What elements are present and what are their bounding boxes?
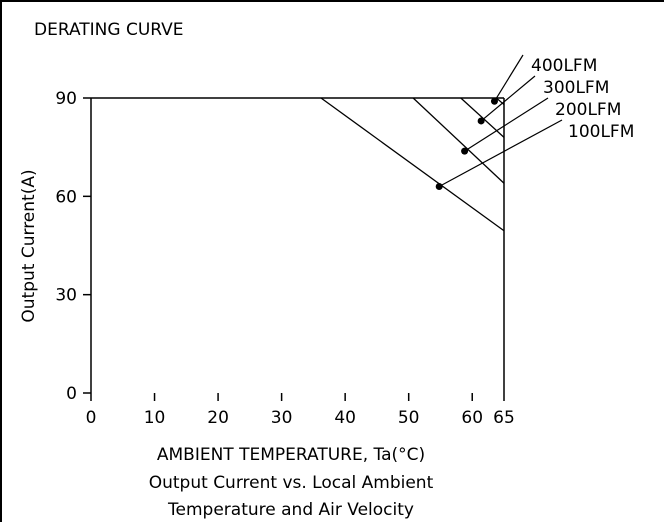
series-line-100lfm <box>320 97 505 232</box>
series-marker-300lfm <box>477 117 485 125</box>
series-marker-200lfm <box>461 147 469 155</box>
series-label-100lfm: 100LFM <box>568 122 634 142</box>
y-tick-label: 90 <box>55 89 77 109</box>
y-tick-label: 0 <box>66 384 77 404</box>
x-tick-label: 0 <box>86 408 97 428</box>
leader-line-300lfm <box>480 75 536 122</box>
series-label-400lfm: 400LFM <box>531 56 597 76</box>
series-label-300lfm: 300LFM <box>543 78 609 98</box>
x-tick-label: 50 <box>398 408 420 428</box>
y-axis-label: Output Current(A) <box>19 169 39 322</box>
leader-line-100lfm <box>438 119 563 188</box>
caption-line-2: Temperature and Air Velocity <box>167 500 414 520</box>
x-tick-label: 20 <box>207 408 229 428</box>
y-tick-label: 60 <box>55 187 77 207</box>
series-marker-100lfm <box>435 183 443 190</box>
series-line-200lfm <box>412 97 505 184</box>
x-tick-label: 30 <box>271 408 293 428</box>
x-axis-label: AMBIENT TEMPERATURE, Ta(°C) <box>157 445 425 465</box>
y-tick-label: 30 <box>55 286 77 306</box>
x-tick-label: 65 <box>493 408 515 428</box>
series-marker-400lfm <box>490 97 498 105</box>
plot-area: 0 30 60 90 0 10 20 30 40 50 60 65 100LFM200LFM300LFM… <box>55 54 634 428</box>
series-label-200lfm: 200LFM <box>555 100 621 120</box>
chart-title: DERATING CURVE <box>34 20 184 40</box>
leader-line-400lfm <box>493 54 524 102</box>
x-tick-label: 60 <box>461 408 483 428</box>
x-tick-label: 40 <box>334 408 356 428</box>
leader-line-200lfm <box>464 97 549 152</box>
series-line-300lfm <box>460 97 505 138</box>
caption-line-1: Output Current vs. Local Ambient <box>149 473 434 493</box>
x-tick-label: 10 <box>144 408 166 428</box>
